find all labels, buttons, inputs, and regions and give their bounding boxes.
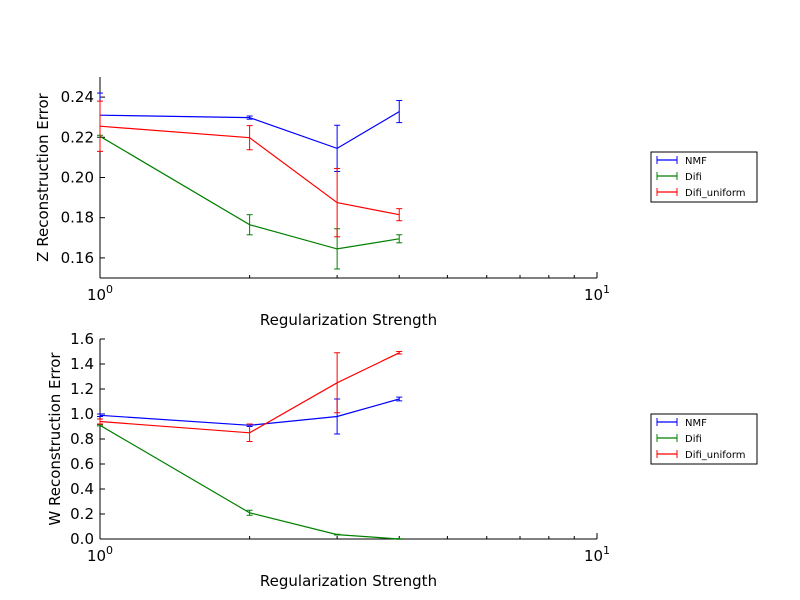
series-difi: [97, 424, 403, 540]
y-tick-label: 0.6: [70, 455, 94, 473]
y-tick-label: 0.24: [61, 88, 94, 106]
legend-item: Difi_uniform: [656, 450, 746, 461]
series-line: [99, 135, 400, 250]
x-axis-label: Regularization Strength: [260, 572, 437, 590]
y-tick-label: 0.18: [61, 209, 94, 227]
y-axis-label: Z Reconstruction Error: [34, 92, 52, 261]
series-difi: [97, 134, 403, 270]
subplot-2: 0.0 0.2 0.4 0.6 0.8 1.0 1.2 1.4 1.6 100 101 Regular…: [46, 330, 758, 590]
legend-item: NMF: [656, 418, 707, 429]
legend: NMF Difi Difi_uniform: [650, 413, 758, 465]
series-line: [99, 424, 400, 540]
x-tick-label: 101: [584, 283, 610, 304]
y-tick-label: 0.16: [61, 249, 94, 267]
y-tick-label: 1.0: [70, 405, 94, 423]
error-bar: [246, 214, 253, 236]
y-tick-label: 0.0: [70, 530, 94, 548]
y-tick-label: 0.22: [61, 128, 94, 146]
subplot-1: 0.16 0.18 0.20 0.22 0.24 100 101 Regularization…: [34, 77, 758, 329]
series-line: [99, 352, 400, 434]
error-bar: [97, 424, 103, 427]
error-bar: [334, 124, 341, 172]
error-bar: [396, 351, 403, 355]
legend-label: Difi_uniform: [685, 450, 746, 461]
legend-item: Difi: [656, 172, 702, 183]
series-line: [99, 125, 400, 216]
error-bar: [396, 208, 403, 222]
series-difi-uniform: [97, 100, 403, 238]
x-tick-label: 101: [584, 544, 610, 565]
legend-label: NMF: [685, 418, 707, 429]
error-bar: [246, 423, 253, 442]
error-bar: [334, 167, 341, 238]
y-tick-label: 0.20: [61, 169, 94, 187]
legend-label: Difi: [685, 434, 702, 445]
legend-item: Difi: [656, 434, 702, 445]
error-bar: [97, 413, 103, 417]
legend-label: Difi: [685, 172, 702, 183]
x-tick-label: 100: [87, 544, 113, 565]
error-bar: [97, 418, 103, 425]
error-bar: [97, 100, 103, 152]
error-bar: [396, 396, 403, 402]
error-bar: [334, 352, 341, 414]
error-bar: [334, 533, 341, 536]
legend-item: NMF: [656, 156, 707, 167]
error-bar: [396, 538, 403, 540]
y-tick-label: 0.2: [70, 505, 94, 523]
error-bar: [246, 509, 253, 516]
legend-label: NMF: [685, 156, 707, 167]
x-tick-label: 100: [87, 283, 113, 304]
x-axis-label: Regularization Strength: [260, 311, 437, 329]
y-tick-label: 1.2: [70, 380, 94, 398]
y-tick-label: 1.6: [70, 330, 94, 348]
series-line: [99, 111, 400, 150]
error-bar: [396, 100, 403, 124]
legend-label: Difi_uniform: [685, 188, 746, 199]
legend: NMF Difi Difi_uniform: [650, 151, 758, 203]
y-tick-label: 0.8: [70, 430, 94, 448]
error-bar: [246, 125, 253, 151]
y-tick-label: 1.4: [70, 355, 94, 373]
y-tick-label: 0.4: [70, 480, 94, 498]
error-bar: [396, 234, 403, 244]
y-axis-label: W Reconstruction Error: [46, 352, 64, 526]
series-difi-uniform: [97, 351, 403, 442]
error-bar: [246, 115, 253, 120]
legend-item: Difi_uniform: [656, 188, 746, 199]
series-line: [99, 398, 400, 426]
